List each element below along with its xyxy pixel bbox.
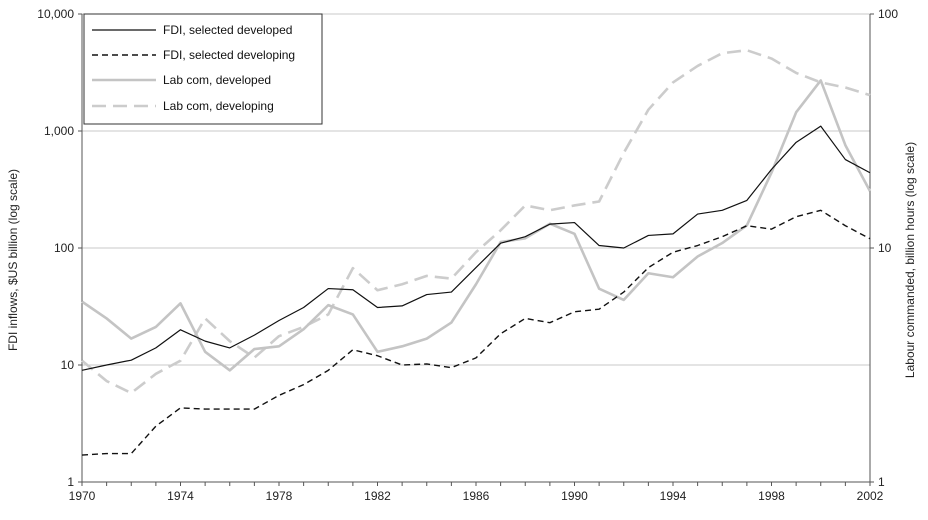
x-tick-label: 1990 — [561, 489, 588, 503]
x-tick-label: 1998 — [758, 489, 785, 503]
x-tick-label: 1982 — [364, 489, 391, 503]
legend-label-fdi-developed: FDI, selected developed — [163, 23, 292, 37]
left-tick-label: 10,000 — [37, 7, 74, 21]
legend: FDI, selected developed FDI, selected de… — [83, 13, 323, 125]
legend-label-labcom-developing: Lab com, developing — [163, 99, 274, 113]
legend-label-labcom-developed: Lab com, developed — [163, 73, 271, 87]
right-axis-title: Labour commanded, billion hours (log sca… — [903, 142, 917, 378]
series-line-fdi-selected-developed — [81, 125, 871, 371]
left-tick-label: 1 — [67, 475, 74, 489]
legend-label-fdi-developing: FDI, selected developing — [163, 48, 295, 62]
x-tick-label: 1994 — [660, 489, 687, 503]
series-line-fdi-selected-developing — [81, 209, 871, 456]
right-tick-label: 100 — [878, 7, 898, 21]
tick-labels: 1 10 100 1,000 10,000 1 10 100 1970 1974 1978 1982 1… — [37, 7, 898, 503]
left-axis-title: FDI inflows, $US billion (log scale) — [6, 169, 20, 351]
series-line-lab-com-developing — [81, 48, 871, 395]
x-tick-label: 1978 — [266, 489, 293, 503]
right-tick-label: 1 — [878, 475, 885, 489]
left-tick-label: 10 — [61, 358, 75, 372]
x-tick-label: 1970 — [69, 489, 96, 503]
x-tick-label: 1986 — [463, 489, 490, 503]
left-tick-label: 100 — [54, 241, 74, 255]
x-tick-label: 1974 — [167, 489, 194, 503]
x-tick-label: 2002 — [857, 489, 884, 503]
series-lines — [81, 48, 872, 456]
right-tick-label: 10 — [878, 241, 892, 255]
left-tick-label: 1,000 — [44, 124, 74, 138]
series-line-lab-com-developed — [81, 79, 872, 372]
